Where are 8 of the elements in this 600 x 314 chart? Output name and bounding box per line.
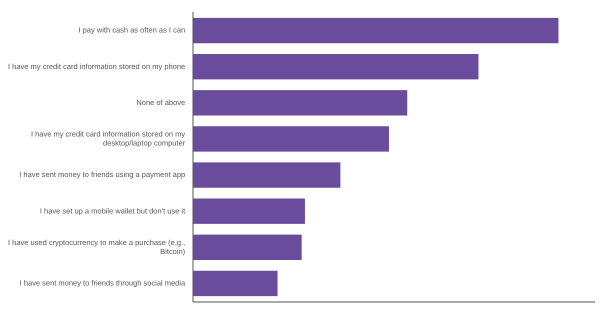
bar (193, 54, 478, 80)
bar (193, 90, 408, 116)
bar (193, 162, 340, 188)
bar (193, 198, 305, 224)
bar (193, 270, 278, 296)
bar (193, 234, 302, 260)
bar (193, 126, 389, 152)
bar (193, 18, 558, 44)
